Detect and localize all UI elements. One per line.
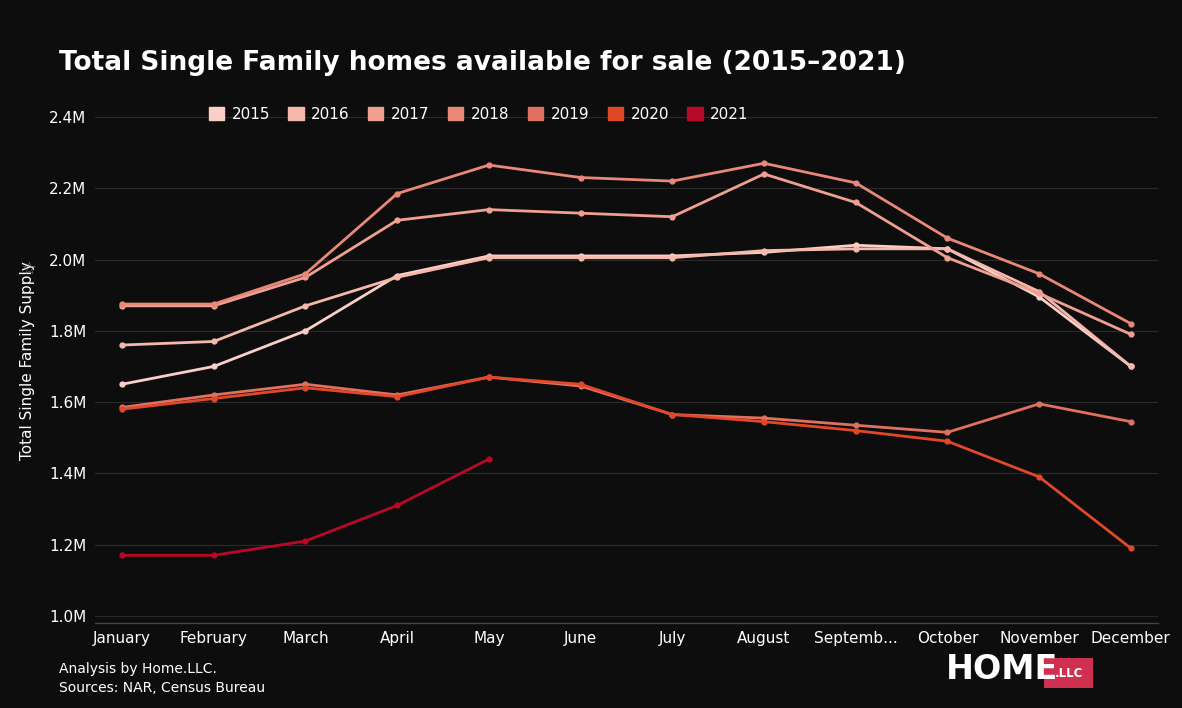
Line: 2015: 2015 <box>119 243 1134 387</box>
Text: .LLC: .LLC <box>1054 667 1083 680</box>
2018 <box>1032 270 1046 278</box>
2015 <box>665 251 680 260</box>
2016 <box>390 273 404 282</box>
Line: 2018: 2018 <box>119 161 1134 326</box>
2021 <box>390 501 404 510</box>
2019 <box>665 411 680 419</box>
2020 <box>1032 473 1046 481</box>
2017 <box>390 216 404 224</box>
2015 <box>941 244 955 253</box>
2019 <box>941 428 955 437</box>
2016 <box>482 253 496 262</box>
2015 <box>756 248 771 256</box>
Text: ☆: ☆ <box>22 260 37 278</box>
Line: 2019: 2019 <box>119 375 1134 435</box>
2017 <box>573 209 587 217</box>
2018 <box>390 189 404 198</box>
2020 <box>941 437 955 445</box>
2018 <box>573 173 587 182</box>
2020 <box>207 394 221 403</box>
2017 <box>756 170 771 178</box>
2018 <box>115 299 129 308</box>
2020 <box>1124 544 1138 552</box>
Text: HOME: HOME <box>946 653 1058 685</box>
2020 <box>756 418 771 426</box>
Legend: 2015, 2016, 2017, 2018, 2019, 2020, 2021: 2015, 2016, 2017, 2018, 2019, 2020, 2021 <box>208 107 748 122</box>
Line: 2020: 2020 <box>119 375 1134 551</box>
2017 <box>298 273 312 282</box>
2018 <box>665 177 680 185</box>
2016 <box>756 246 771 255</box>
2021 <box>482 455 496 463</box>
2015 <box>849 241 863 249</box>
2017 <box>665 212 680 221</box>
2018 <box>849 178 863 187</box>
2017 <box>207 302 221 310</box>
Y-axis label: Total Single Family Supply: Total Single Family Supply <box>20 262 35 460</box>
2019 <box>390 391 404 399</box>
2019 <box>756 414 771 423</box>
2019 <box>1124 418 1138 426</box>
2020 <box>665 411 680 419</box>
2020 <box>849 426 863 435</box>
2017 <box>1124 330 1138 338</box>
2019 <box>115 403 129 411</box>
2017 <box>115 302 129 310</box>
2019 <box>207 391 221 399</box>
Text: Total Single Family homes available for sale (2015–2021): Total Single Family homes available for … <box>59 50 905 76</box>
2018 <box>756 159 771 168</box>
2018 <box>207 299 221 308</box>
2016 <box>941 244 955 253</box>
2021 <box>298 537 312 545</box>
2017 <box>849 198 863 207</box>
2015 <box>207 362 221 371</box>
Line: 2017: 2017 <box>119 171 1134 337</box>
2018 <box>298 270 312 278</box>
2015 <box>482 251 496 260</box>
2016 <box>665 253 680 262</box>
2021 <box>115 551 129 559</box>
Text: Analysis by Home.LLC.: Analysis by Home.LLC. <box>59 662 217 676</box>
2019 <box>849 421 863 430</box>
2016 <box>115 341 129 349</box>
2016 <box>1124 362 1138 371</box>
2018 <box>1124 319 1138 328</box>
Line: 2021: 2021 <box>119 457 492 558</box>
2015 <box>573 251 587 260</box>
2017 <box>941 253 955 262</box>
2017 <box>482 205 496 214</box>
2020 <box>115 405 129 413</box>
2016 <box>1032 287 1046 296</box>
2019 <box>298 380 312 389</box>
2020 <box>573 380 587 389</box>
2020 <box>482 373 496 382</box>
2016 <box>849 244 863 253</box>
2015 <box>298 326 312 335</box>
2019 <box>573 382 587 390</box>
2020 <box>298 384 312 392</box>
2015 <box>115 380 129 389</box>
Line: 2016: 2016 <box>119 246 1134 369</box>
Text: Sources: NAR, Census Bureau: Sources: NAR, Census Bureau <box>59 681 265 695</box>
2015 <box>1124 362 1138 371</box>
2016 <box>573 253 587 262</box>
2018 <box>482 161 496 169</box>
2019 <box>1032 399 1046 408</box>
2019 <box>482 373 496 382</box>
2016 <box>207 337 221 346</box>
2018 <box>941 234 955 242</box>
2016 <box>298 302 312 310</box>
2017 <box>1032 289 1046 297</box>
2015 <box>390 271 404 280</box>
2015 <box>1032 292 1046 301</box>
2021 <box>207 551 221 559</box>
2020 <box>390 392 404 401</box>
